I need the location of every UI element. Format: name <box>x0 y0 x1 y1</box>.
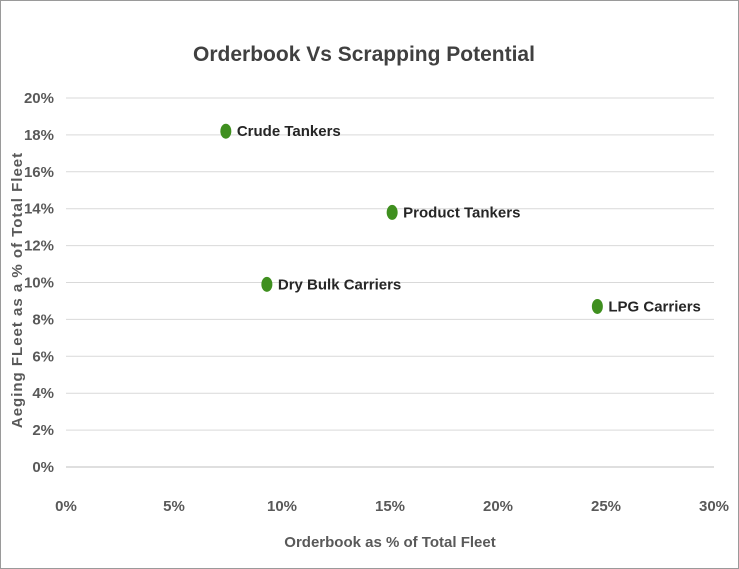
y-axis-title: Aeging FLeet as a % of Total Fleet <box>9 152 26 428</box>
x-tick-label: 0% <box>55 498 77 515</box>
y-tick-label: 14% <box>24 201 54 218</box>
data-label: Crude Tankers <box>237 123 341 140</box>
data-label: LPG Carriers <box>608 298 701 315</box>
data-point <box>261 276 273 292</box>
y-tick-label: 16% <box>24 164 54 181</box>
data-label: Product Tankers <box>403 204 520 221</box>
x-tick-label: 15% <box>375 498 405 515</box>
y-tick-label: 10% <box>24 275 54 292</box>
chart-title: Orderbook Vs Scrapping Potential <box>193 43 535 66</box>
x-tick-label: 30% <box>699 498 729 515</box>
data-point <box>591 298 603 314</box>
data-points: Crude Tankers Product Tankers Dry Bulk Car… <box>220 123 701 315</box>
data-point <box>386 204 398 220</box>
x-tick-label: 5% <box>163 498 185 515</box>
y-tick-label: 0% <box>32 459 54 476</box>
x-tick-label: 25% <box>591 498 621 515</box>
data-point <box>220 123 232 139</box>
x-axis-title: Orderbook as % of Total Fleet <box>284 534 495 551</box>
x-tick-label: 20% <box>483 498 513 515</box>
y-tick-label: 20% <box>24 90 54 107</box>
y-tick-labels: 0% 2% 4% 6% 8% 10% 12% 14% 16% 18% 20% <box>24 90 54 476</box>
y-tick-label: 2% <box>32 422 54 439</box>
y-tick-label: 8% <box>32 311 54 328</box>
y-tick-label: 4% <box>32 385 54 402</box>
data-label: Dry Bulk Carriers <box>278 276 401 293</box>
y-tick-label: 12% <box>24 238 54 255</box>
y-tick-label: 6% <box>32 348 54 365</box>
x-tick-label: 10% <box>267 498 297 515</box>
grid-lines <box>66 97 714 431</box>
x-tick-labels: 0% 5% 10% 15% 20% 25% 30% <box>55 498 729 515</box>
y-tick-label: 18% <box>24 127 54 144</box>
